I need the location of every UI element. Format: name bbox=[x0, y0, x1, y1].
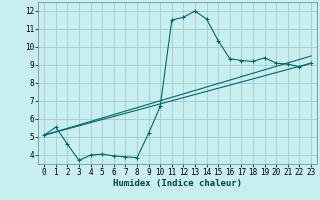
X-axis label: Humidex (Indice chaleur): Humidex (Indice chaleur) bbox=[113, 179, 242, 188]
